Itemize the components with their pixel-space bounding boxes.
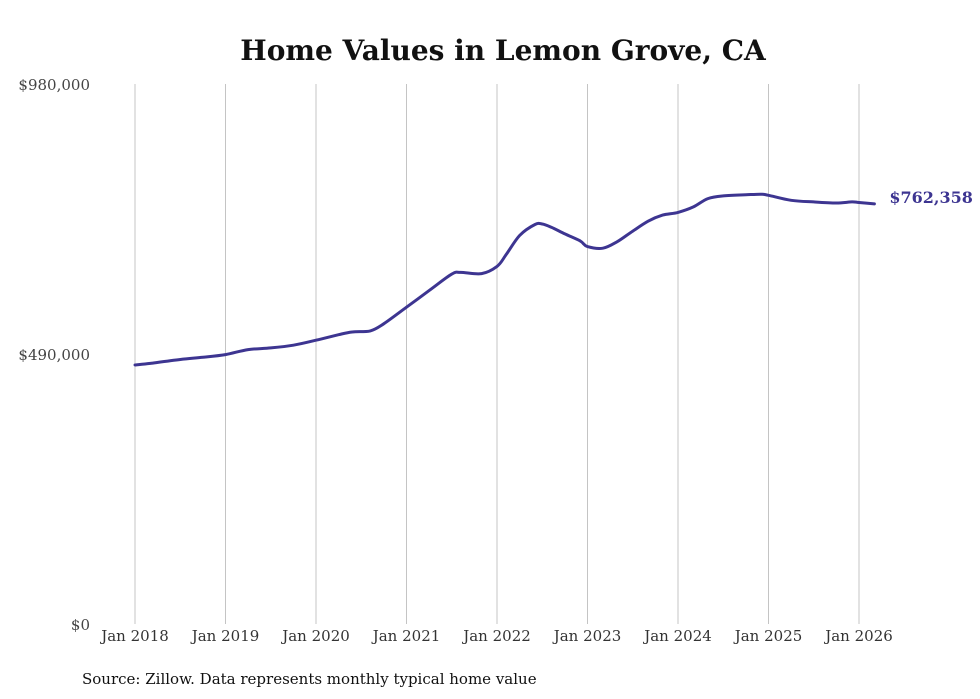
x-axis: Jan 2018 Jan 2019 Jan 2020 Jan 2021 Jan 2022…	[99, 627, 893, 645]
x-tick-label: Jan 2021	[371, 627, 441, 645]
x-tick-label: Jan 2023	[552, 627, 622, 645]
end-value-label: $762,358	[889, 188, 973, 207]
source-note: Source: Zillow. Data represents monthly …	[82, 670, 537, 688]
y-axis: $0 $490,000 $980,000	[18, 76, 90, 634]
x-tick-label: Jan 2018	[99, 627, 169, 645]
gridlines	[134, 84, 860, 624]
x-tick-label: Jan 2020	[280, 627, 350, 645]
y-tick-label: $980,000	[18, 76, 90, 94]
home-value-line	[133, 192, 876, 367]
y-tick-label: $490,000	[18, 346, 90, 364]
x-tick-label: Jan 2024	[642, 627, 712, 645]
y-tick-label: $0	[71, 616, 90, 634]
x-tick-label: Jan 2026	[823, 627, 893, 645]
chart-title: Home Values in Lemon Grove, CA	[240, 34, 767, 67]
x-tick-label: Jan 2022	[461, 627, 531, 645]
x-tick-label: Jan 2025	[733, 627, 803, 645]
x-tick-label: Jan 2019	[190, 627, 260, 645]
